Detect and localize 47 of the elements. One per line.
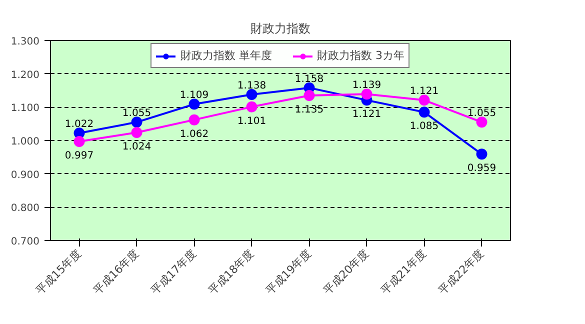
legend-label: 財政力指数 単年度 [180,48,272,63]
data-label: 1.109 [180,90,209,102]
point [418,106,430,118]
x-tick-label: 平成20年度 [321,246,372,298]
data-label: 1.055 [122,108,152,120]
point [476,148,488,160]
data-label: 1.158 [294,74,324,85]
data-label: 1.139 [352,80,382,92]
point [361,88,372,100]
point [131,116,142,128]
y-tick-label: 1.200 [10,70,40,81]
y-tick-label: 1.100 [10,103,40,114]
x-tick-label: 平成16年度 [91,246,142,298]
point [476,116,488,128]
x-tick-label: 平成22年度 [436,246,486,298]
data-label: 1.135 [294,104,324,116]
x-tick-label: 平成21年度 [378,246,429,298]
point [246,89,258,100]
chart-title: 財政力指数 [250,22,310,36]
y-tick-label: 0.900 [10,170,40,181]
data-label: 0.997 [64,150,94,162]
point [74,136,85,147]
data-label: 0.959 [467,163,496,174]
y-tick-label: 1.000 [10,136,40,148]
x-tick-label: 平成15年度 [34,246,84,298]
point [246,101,258,112]
data-label: 1.055 [467,108,496,120]
point [188,98,200,110]
data-label: 1.121 [410,86,439,98]
data-label: 1.062 [180,128,209,140]
x-tick-label: 平成17年度 [148,246,199,298]
data-label: 1.101 [237,116,266,127]
x-tick-label: 平成19年度 [264,246,314,298]
point [418,94,430,106]
legend-label: 財政力指数 3カ年 [317,48,404,63]
point [188,114,200,126]
data-label: 1.121 [352,109,382,120]
x-tick-label: 平成18年度 [206,246,256,298]
data-label: 1.138 [237,80,266,92]
y-tick-label: 0.800 [10,203,40,214]
y-tick-label: 1.300 [10,36,40,48]
point [304,90,315,101]
data-label: 1.085 [410,121,439,132]
data-label: 1.022 [64,119,94,130]
y-tick-label: 0.700 [10,236,40,248]
data-label: 1.024 [122,142,152,152]
point [131,127,142,138]
